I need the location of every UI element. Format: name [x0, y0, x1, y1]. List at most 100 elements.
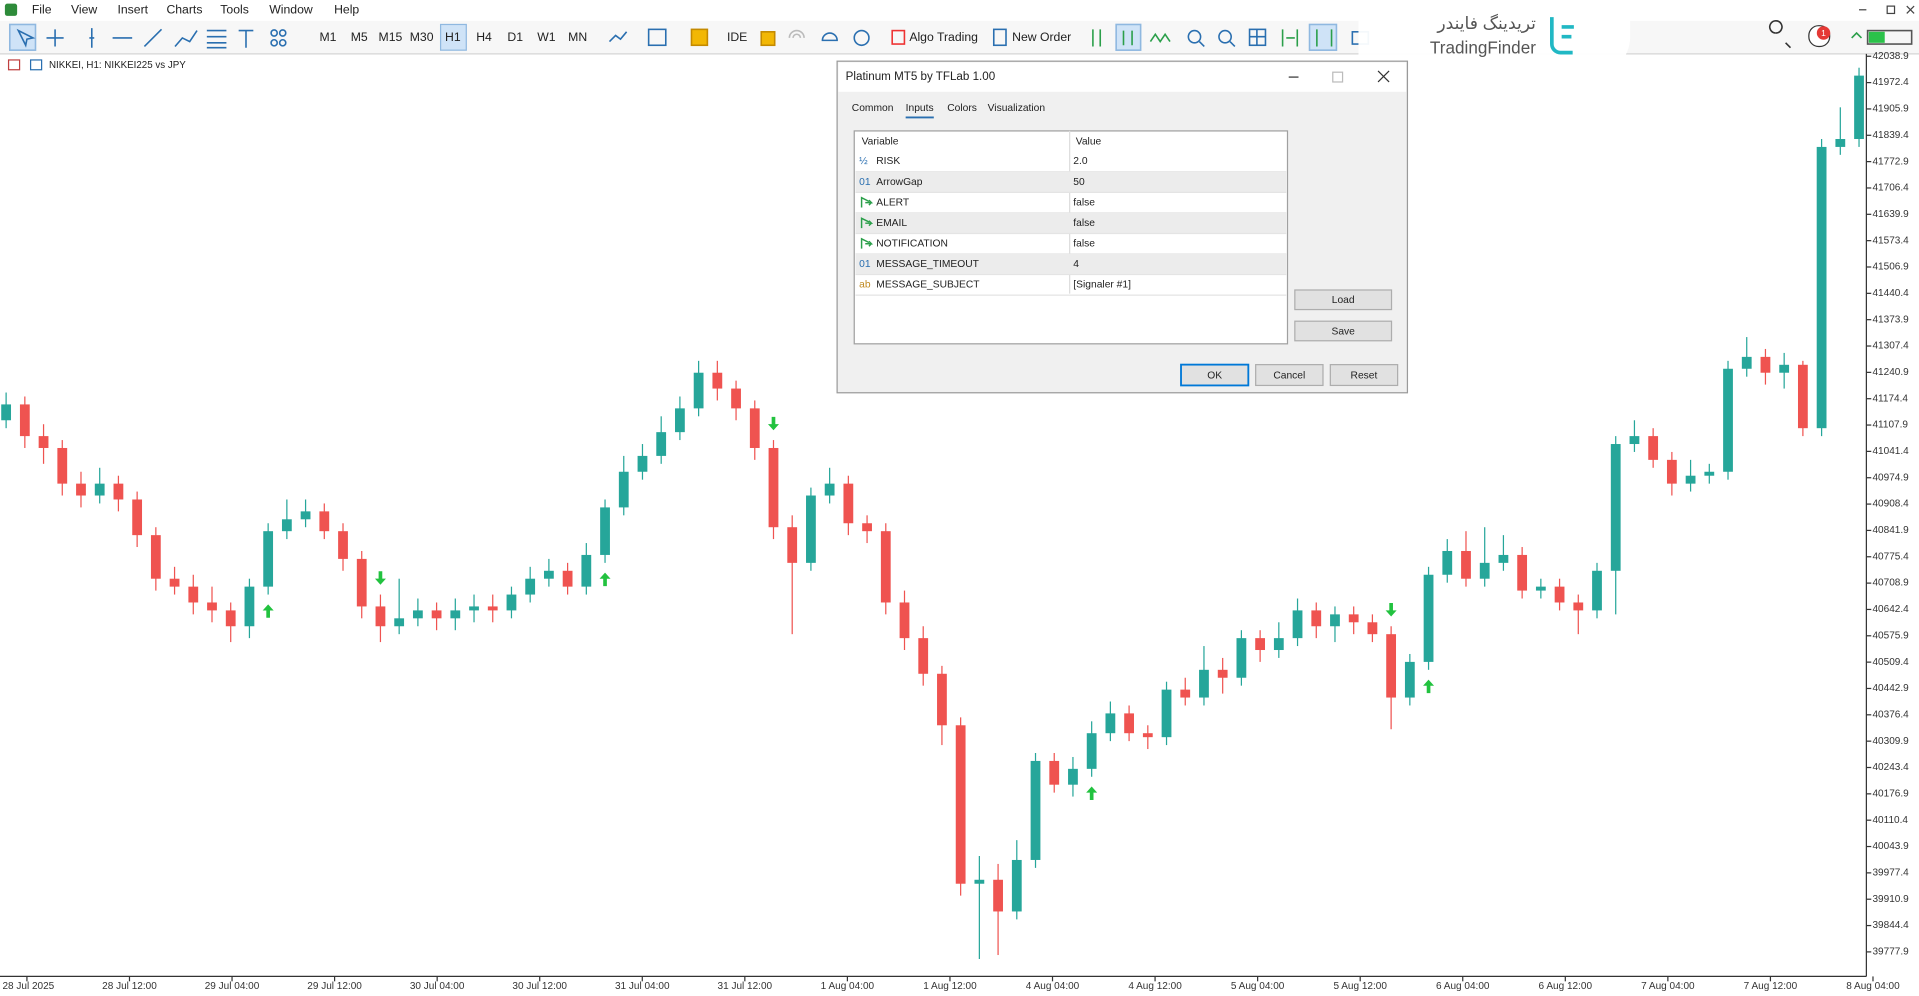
candle-body: [1629, 436, 1640, 445]
watermark-panel: [1358, 0, 1631, 76]
menu-item[interactable]: File: [32, 3, 52, 17]
candle-body: [1835, 139, 1846, 147]
y-tick-label: 40575.9: [1872, 630, 1909, 641]
variable-value[interactable]: 50: [1073, 177, 1085, 188]
variable-value[interactable]: [Signaler #1]: [1073, 280, 1131, 291]
dialog-button[interactable]: [1255, 364, 1324, 387]
menu-item[interactable]: Window: [269, 3, 313, 17]
candle-body: [955, 725, 966, 884]
candle-body: [207, 602, 217, 611]
variable-name: NOTIFICATION: [876, 238, 948, 249]
timeframe-button[interactable]: H1: [445, 30, 461, 44]
x-tick-label: 31 Jul 04:00: [615, 981, 670, 992]
candle-body: [974, 879, 985, 884]
variable-name: MESSAGE_TIMEOUT: [876, 259, 979, 270]
menu-item[interactable]: Tools: [220, 3, 249, 17]
side-button[interactable]: [1294, 320, 1393, 342]
y-tick-label: 41041.4: [1872, 446, 1909, 457]
candle-body: [1011, 859, 1022, 912]
row-shade: [855, 171, 1287, 193]
candle-body: [1666, 459, 1677, 484]
dialog-button-label[interactable]: OK: [1207, 370, 1222, 381]
dialog-button[interactable]: [1180, 363, 1250, 387]
variable-name: MESSAGE_SUBJECT: [876, 280, 980, 291]
watermark-en: TradingFinder: [1430, 37, 1536, 57]
dialog-button-label[interactable]: Reset: [1351, 370, 1378, 381]
x-tick-label: 29 Jul 04:00: [205, 981, 260, 992]
y-tick-label: 41240.9: [1872, 367, 1909, 378]
candle-body: [1161, 689, 1172, 738]
candle-body: [1086, 733, 1097, 769]
y-tick-label: 42038.9: [1872, 51, 1909, 62]
y-tick-label: 40775.4: [1872, 551, 1909, 562]
timeframe-button[interactable]: M5: [351, 30, 368, 44]
bool-icon: [860, 237, 874, 249]
candle-body: [188, 586, 199, 603]
chart-icon: [7, 59, 21, 71]
candle-body: [749, 408, 760, 448]
badge-count: 1: [1821, 28, 1826, 38]
timeframe-button[interactable]: W1: [537, 30, 556, 44]
timeframe-button[interactable]: D1: [507, 30, 523, 44]
y-tick-label: 41706.4: [1872, 183, 1909, 194]
x-tick-label: 5 Aug 12:00: [1333, 981, 1387, 992]
dialog-tab[interactable]: Common: [852, 103, 894, 114]
dialog-titlebar: [838, 62, 1407, 92]
candle-body: [76, 483, 86, 496]
side-button-label[interactable]: Load: [1332, 295, 1355, 306]
candle-body: [1273, 638, 1284, 651]
candle-body: [394, 618, 405, 627]
variable-value[interactable]: 4: [1073, 259, 1079, 270]
dialog-button-label[interactable]: Cancel: [1273, 370, 1305, 381]
y-tick-label: 41506.9: [1872, 262, 1909, 273]
column-header: Variable: [862, 137, 899, 148]
new-order-button[interactable]: New Order: [1012, 30, 1071, 44]
candle-body: [1517, 554, 1528, 591]
y-tick-label: 39910.9: [1872, 894, 1909, 905]
dialog-tab[interactable]: Inputs: [906, 103, 934, 114]
x-tick-label: 6 Aug 04:00: [1436, 981, 1490, 992]
close[interactable]: [1377, 70, 1390, 83]
candle-body: [1479, 562, 1490, 579]
active-timeframe[interactable]: [439, 23, 467, 51]
timeframe-button[interactable]: H4: [476, 30, 492, 44]
menu-item[interactable]: Help: [334, 3, 359, 17]
menu-item[interactable]: Insert: [117, 3, 148, 17]
variable-value[interactable]: 2.0: [1073, 156, 1088, 167]
candle-body: [1854, 75, 1864, 140]
menu-item[interactable]: Charts: [166, 3, 202, 17]
variable-value[interactable]: false: [1073, 197, 1095, 208]
y-tick-label: 41373.9: [1872, 314, 1909, 325]
candle-body: [1797, 364, 1808, 429]
menu-item[interactable]: View: [71, 3, 97, 17]
timeframe-button[interactable]: M15: [379, 30, 403, 44]
candle-body: [300, 511, 311, 520]
dialog-tab[interactable]: Visualization: [988, 103, 1046, 114]
candle-body: [937, 673, 947, 726]
window-controls[interactable]: [1859, 5, 1915, 15]
candle-body: [618, 471, 629, 508]
toolbar-icons: [8, 20, 1913, 51]
candle-body: [1199, 669, 1209, 698]
algo-trading-button[interactable]: Algo Trading: [909, 30, 978, 44]
candle-body: [506, 594, 517, 611]
timeframe-button[interactable]: MN: [568, 30, 587, 44]
candle-body: [824, 483, 835, 496]
ide-button[interactable]: IDE: [727, 30, 747, 44]
side-button-label[interactable]: Save: [1331, 326, 1355, 337]
side-button[interactable]: [1294, 289, 1393, 311]
variable-value[interactable]: false: [1073, 218, 1095, 229]
x-tick-label: 5 Aug 04:00: [1231, 981, 1285, 992]
candle-body: [806, 495, 816, 563]
dialog-tab[interactable]: Colors: [947, 103, 977, 114]
candle-body: [843, 483, 854, 524]
variable-value[interactable]: false: [1073, 238, 1095, 249]
candle-body: [712, 372, 723, 389]
timeframe-button[interactable]: M30: [410, 30, 434, 44]
buy-arrow: [1086, 786, 1098, 801]
y-tick-label: 40110.4: [1872, 815, 1908, 826]
timeframe-button[interactable]: M1: [319, 30, 336, 44]
dialog-button[interactable]: [1329, 364, 1399, 387]
candle-body: [1124, 713, 1134, 734]
